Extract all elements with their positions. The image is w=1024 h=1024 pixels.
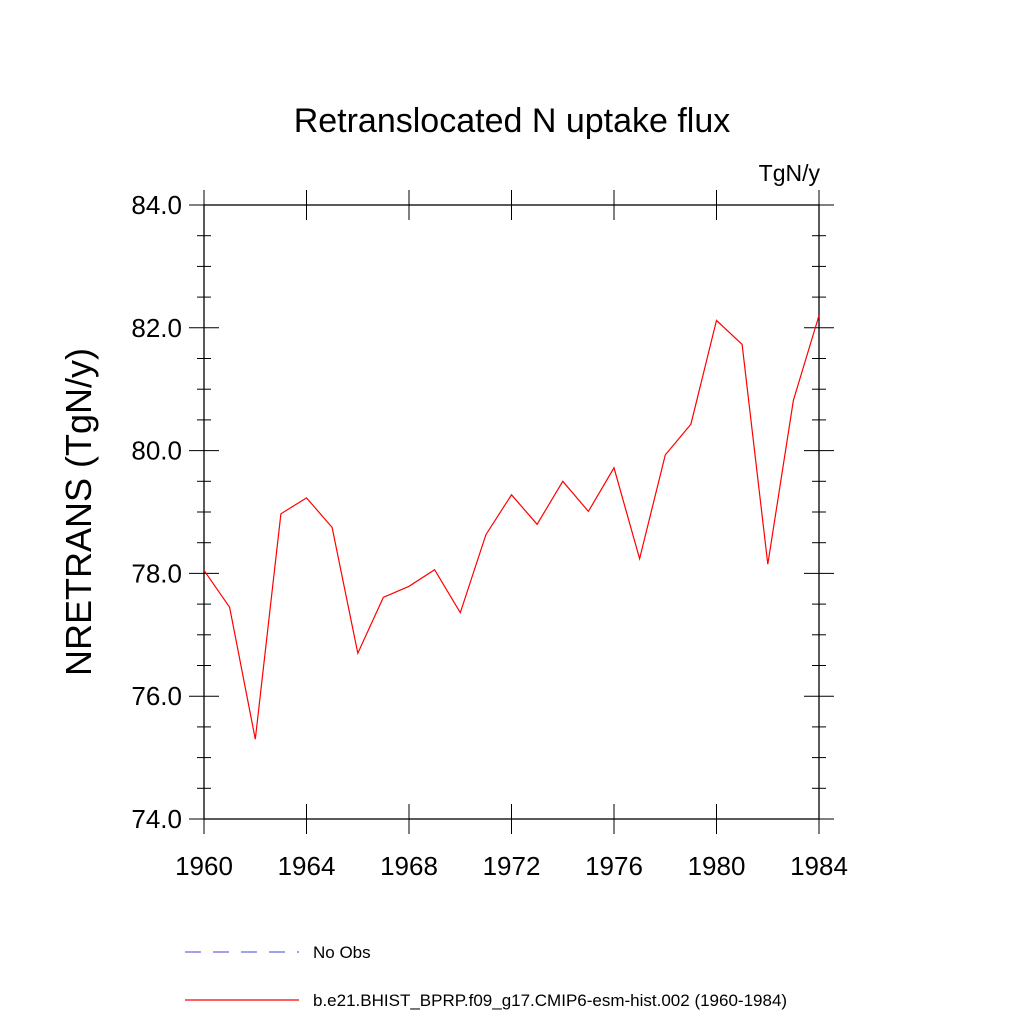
chart-title: Retranslocated N uptake flux bbox=[294, 102, 731, 140]
x-tick-label: 1968 bbox=[380, 851, 438, 881]
y-tick-label: 84.0 bbox=[131, 190, 182, 220]
x-tick-label: 1984 bbox=[790, 851, 848, 881]
axis-ticks bbox=[189, 190, 834, 834]
y-tick-label: 74.0 bbox=[131, 804, 182, 834]
legend-label-no-obs: No Obs bbox=[313, 943, 371, 962]
units-label: TgN/y bbox=[759, 160, 821, 186]
y-tick-label: 76.0 bbox=[131, 681, 182, 711]
legend-label-model: b.e21.BHIST_BPRP.f09_g17.CMIP6-esm-hist.… bbox=[313, 991, 787, 1010]
series-layer bbox=[203, 315, 820, 740]
y-tick-labels: 74.0 76.0 78.0 80.0 82.0 84.0 bbox=[131, 190, 182, 834]
plot-frame bbox=[203, 204, 820, 820]
y-tick-label: 80.0 bbox=[131, 436, 182, 466]
x-tick-labels: 1960 1964 1968 1972 1976 1980 1984 bbox=[175, 851, 848, 881]
y-tick-label: 82.0 bbox=[131, 313, 182, 343]
y-axis-label: NRETRANS (TgN/y) bbox=[58, 348, 99, 676]
x-tick-label: 1964 bbox=[278, 851, 336, 881]
x-tick-label: 1976 bbox=[585, 851, 643, 881]
y-tick-label: 78.0 bbox=[131, 558, 182, 588]
series-line-1 bbox=[203, 315, 820, 740]
x-tick-label: 1980 bbox=[688, 851, 746, 881]
legend: No Obs b.e21.BHIST_BPRP.f09_g17.CMIP6-es… bbox=[185, 943, 787, 1010]
x-tick-label: 1972 bbox=[483, 851, 541, 881]
x-tick-label: 1960 bbox=[175, 851, 233, 881]
